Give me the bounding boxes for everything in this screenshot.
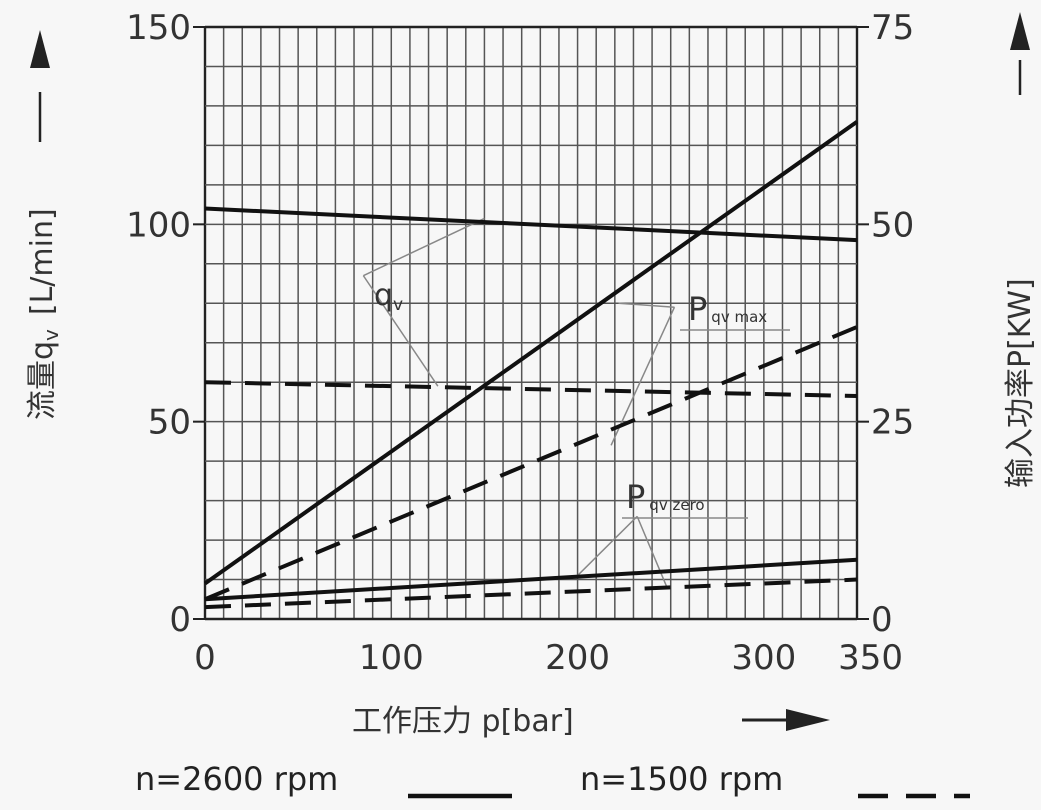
annotation-qv: qv <box>374 278 403 315</box>
annotation-leader-line <box>618 302 675 308</box>
series-line-1500-flow <box>204 380 858 399</box>
y-left-tick-label: 150 <box>126 8 191 48</box>
x-tick-label: 0 <box>194 638 216 678</box>
x-tick-label: 300 <box>731 638 796 678</box>
annotation-leader-line <box>363 217 485 277</box>
series-line-2600-power-qv-zero <box>204 557 858 602</box>
y-right-tick-label: 75 <box>871 8 914 48</box>
annotation-leader-line <box>610 306 676 446</box>
annotation-leader-line <box>636 516 668 588</box>
x-axis-title: 工作压力 p[bar] <box>352 704 574 739</box>
y-right-arrow-icon <box>1010 12 1030 50</box>
x-tick-label: 100 <box>359 638 424 678</box>
series-line-1500-power-qv-zero <box>204 577 858 610</box>
x-tick-label: 350 <box>838 638 903 678</box>
legend-label-1500: n=1500 rpm <box>580 760 783 798</box>
legend-label-2600: n=2600 rpm <box>135 760 338 798</box>
y-left-tick-label: 50 <box>148 403 191 443</box>
x-arrow-icon <box>786 709 830 731</box>
series-line-2600-power-qv-max <box>203 120 859 586</box>
series-line-2600-flow <box>204 206 858 243</box>
y-left-arrow-icon <box>30 30 50 68</box>
axis-ticks: 0 50 100 150 0 25 50 75 0 100 200 300 350 <box>126 8 914 678</box>
y-right-tick-label: 25 <box>871 403 914 443</box>
annotation-leaders <box>362 217 790 588</box>
x-tick-label: 200 <box>545 638 610 678</box>
y-left-tick-label: 0 <box>169 600 191 640</box>
data-series <box>203 120 859 610</box>
y-left-axis-title: 流量qv[L/min] <box>25 208 63 420</box>
y-right-tick-label: 50 <box>871 205 914 245</box>
annotation-leader-line <box>577 515 638 577</box>
annotation-leader-line <box>362 275 439 387</box>
y-right-axis-title: 输入功率P[KW] <box>1003 278 1038 488</box>
y-left-tick-label: 100 <box>126 205 191 245</box>
y-right-tick-label: 0 <box>871 600 893 640</box>
